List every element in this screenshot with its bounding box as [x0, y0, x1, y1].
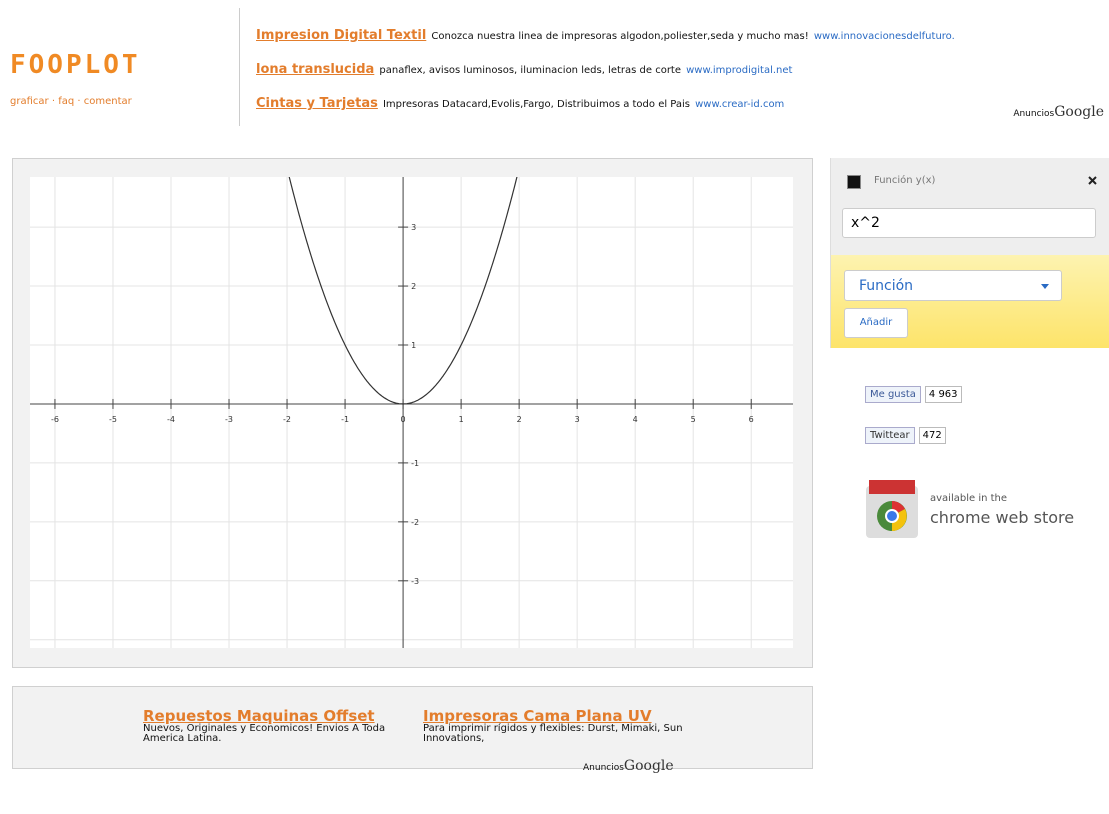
color-swatch[interactable]: [847, 175, 861, 189]
ads-label-text: Anuncios: [1013, 109, 1055, 119]
x-tick-label: 5: [691, 415, 696, 424]
like: Me gusta 4 963: [865, 386, 962, 403]
tweet-button[interactable]: Twittear: [865, 427, 915, 444]
ad: Cintas y Tarjetas Impresoras Datacard,Ev…: [256, 92, 1106, 126]
store-line2: chrome web store: [930, 508, 1075, 527]
ad-text: panaflex, avisos luminosos, iluminacion …: [379, 65, 682, 76]
bottom-ad: Repuestos Maquinas Offset Nuevos, Origina…: [143, 709, 403, 744]
x-tick-label: -1: [341, 415, 349, 424]
y-tick-label: 1: [411, 341, 416, 350]
tweet: Twittear 472: [865, 427, 946, 444]
y-tick-label: -2: [411, 518, 419, 527]
sep: ·: [77, 96, 81, 107]
ad: lona translucida panaflex, avisos lumino…: [256, 58, 1106, 92]
function-panel: Función y(x) x^2: [830, 158, 1109, 255]
ad-text: Impresoras Datacard,Evolis,Fargo, Distri…: [382, 99, 690, 110]
x-tick-label: 3: [575, 415, 580, 424]
ad-title[interactable]: Impresion Digital Textil: [256, 28, 427, 43]
x-tick-label: -4: [167, 415, 175, 424]
ad-url[interactable]: www.crear-id.com: [695, 99, 785, 110]
caret: [1041, 284, 1049, 289]
tweet-count: 472: [918, 427, 946, 444]
x-tick-label: 1: [459, 415, 464, 424]
function-curve: [288, 177, 518, 405]
nav-link[interactable]: graficar: [10, 96, 49, 107]
ad-title[interactable]: lona translucida: [256, 62, 375, 77]
like-count: 4 963: [924, 386, 962, 403]
panel-label: Función y(x): [874, 175, 936, 186]
ad-url[interactable]: www.improdigital.net: [686, 65, 793, 76]
close-icon[interactable]: [1088, 176, 1097, 185]
logo[interactable]: FOOPLOT: [10, 50, 141, 80]
x-tick-label: 0: [401, 415, 406, 424]
bottom-ad-text: Nuevos, Originales y Economicos! Envios …: [143, 723, 386, 744]
add-button[interactable]: Añadir: [844, 308, 908, 338]
bottom-ads: Repuestos Maquinas Offset Nuevos, Origina…: [12, 686, 813, 774]
x-tick-label: 2: [517, 415, 522, 424]
divider: [239, 8, 240, 126]
ad: Impresion Digital Textil Conozca nuestra…: [256, 24, 1106, 58]
bottom-ad-text: Para imprimir rígidos y flexibles: Durst…: [423, 723, 683, 744]
y-tick-label: 3: [411, 223, 416, 232]
x-tick-label: -5: [109, 415, 117, 424]
store-line1: available in the: [930, 493, 1008, 504]
ads-brand: Google: [1054, 104, 1104, 120]
x-tick-label: -2: [283, 415, 291, 424]
label-brand: Google: [623, 758, 674, 774]
nav-link[interactable]: faq: [58, 96, 75, 107]
like-button[interactable]: Me gusta: [865, 386, 921, 403]
sep: ·: [51, 96, 55, 107]
y-tick-label: -1: [411, 459, 419, 468]
plot-bg: [30, 177, 793, 648]
x-tick-label: 4: [633, 415, 638, 424]
bottom-ads-list: Repuestos Maquinas Offset Nuevos, Origina…: [143, 709, 683, 744]
ad-url[interactable]: www.innovacionesdelfuturo.: [813, 31, 955, 42]
x-tick-label: -3: [225, 415, 233, 424]
ad-text: Conozca nuestra linea de impresoras algo…: [431, 31, 809, 42]
plot[interactable]: -6 -5 -4 -3 -2 -1 0 1 2 3 4 5 6 -3 -2 -1 1 2 3: [30, 177, 793, 648]
x-tick-label: 6: [749, 415, 754, 424]
select-text: Función: [859, 278, 914, 294]
ad-title[interactable]: Cintas y Tarjetas: [256, 96, 378, 111]
bottom-ad-title[interactable]: Repuestos Maquinas Offset: [143, 707, 375, 725]
type-select[interactable]: Función: [844, 270, 1062, 301]
y-tick-label: 2: [411, 282, 416, 291]
bottom-ad-title[interactable]: Impresoras Cama Plana UV: [423, 707, 652, 725]
nav: graficar · faq · comentar: [10, 96, 132, 107]
add-panel: Función Añadir: [830, 255, 1109, 348]
nav-link[interactable]: comentar: [83, 96, 132, 107]
function-input[interactable]: x^2: [842, 208, 1096, 238]
x-tick-label: -6: [51, 415, 59, 424]
ads: Impresion Digital Textil Conozca nuestra…: [256, 24, 1106, 126]
chrome-store-icon[interactable]: [863, 478, 921, 540]
bottom-ads-label[interactable]: AnunciosGoogle: [583, 755, 674, 774]
y-tick-label: -3: [411, 577, 419, 586]
ads-label[interactable]: AnunciosGoogle: [1013, 101, 1104, 120]
label-text: Anuncios: [583, 763, 624, 773]
bottom-ad: Impresoras Cama Plana UV Para imprimir rí…: [423, 709, 683, 744]
